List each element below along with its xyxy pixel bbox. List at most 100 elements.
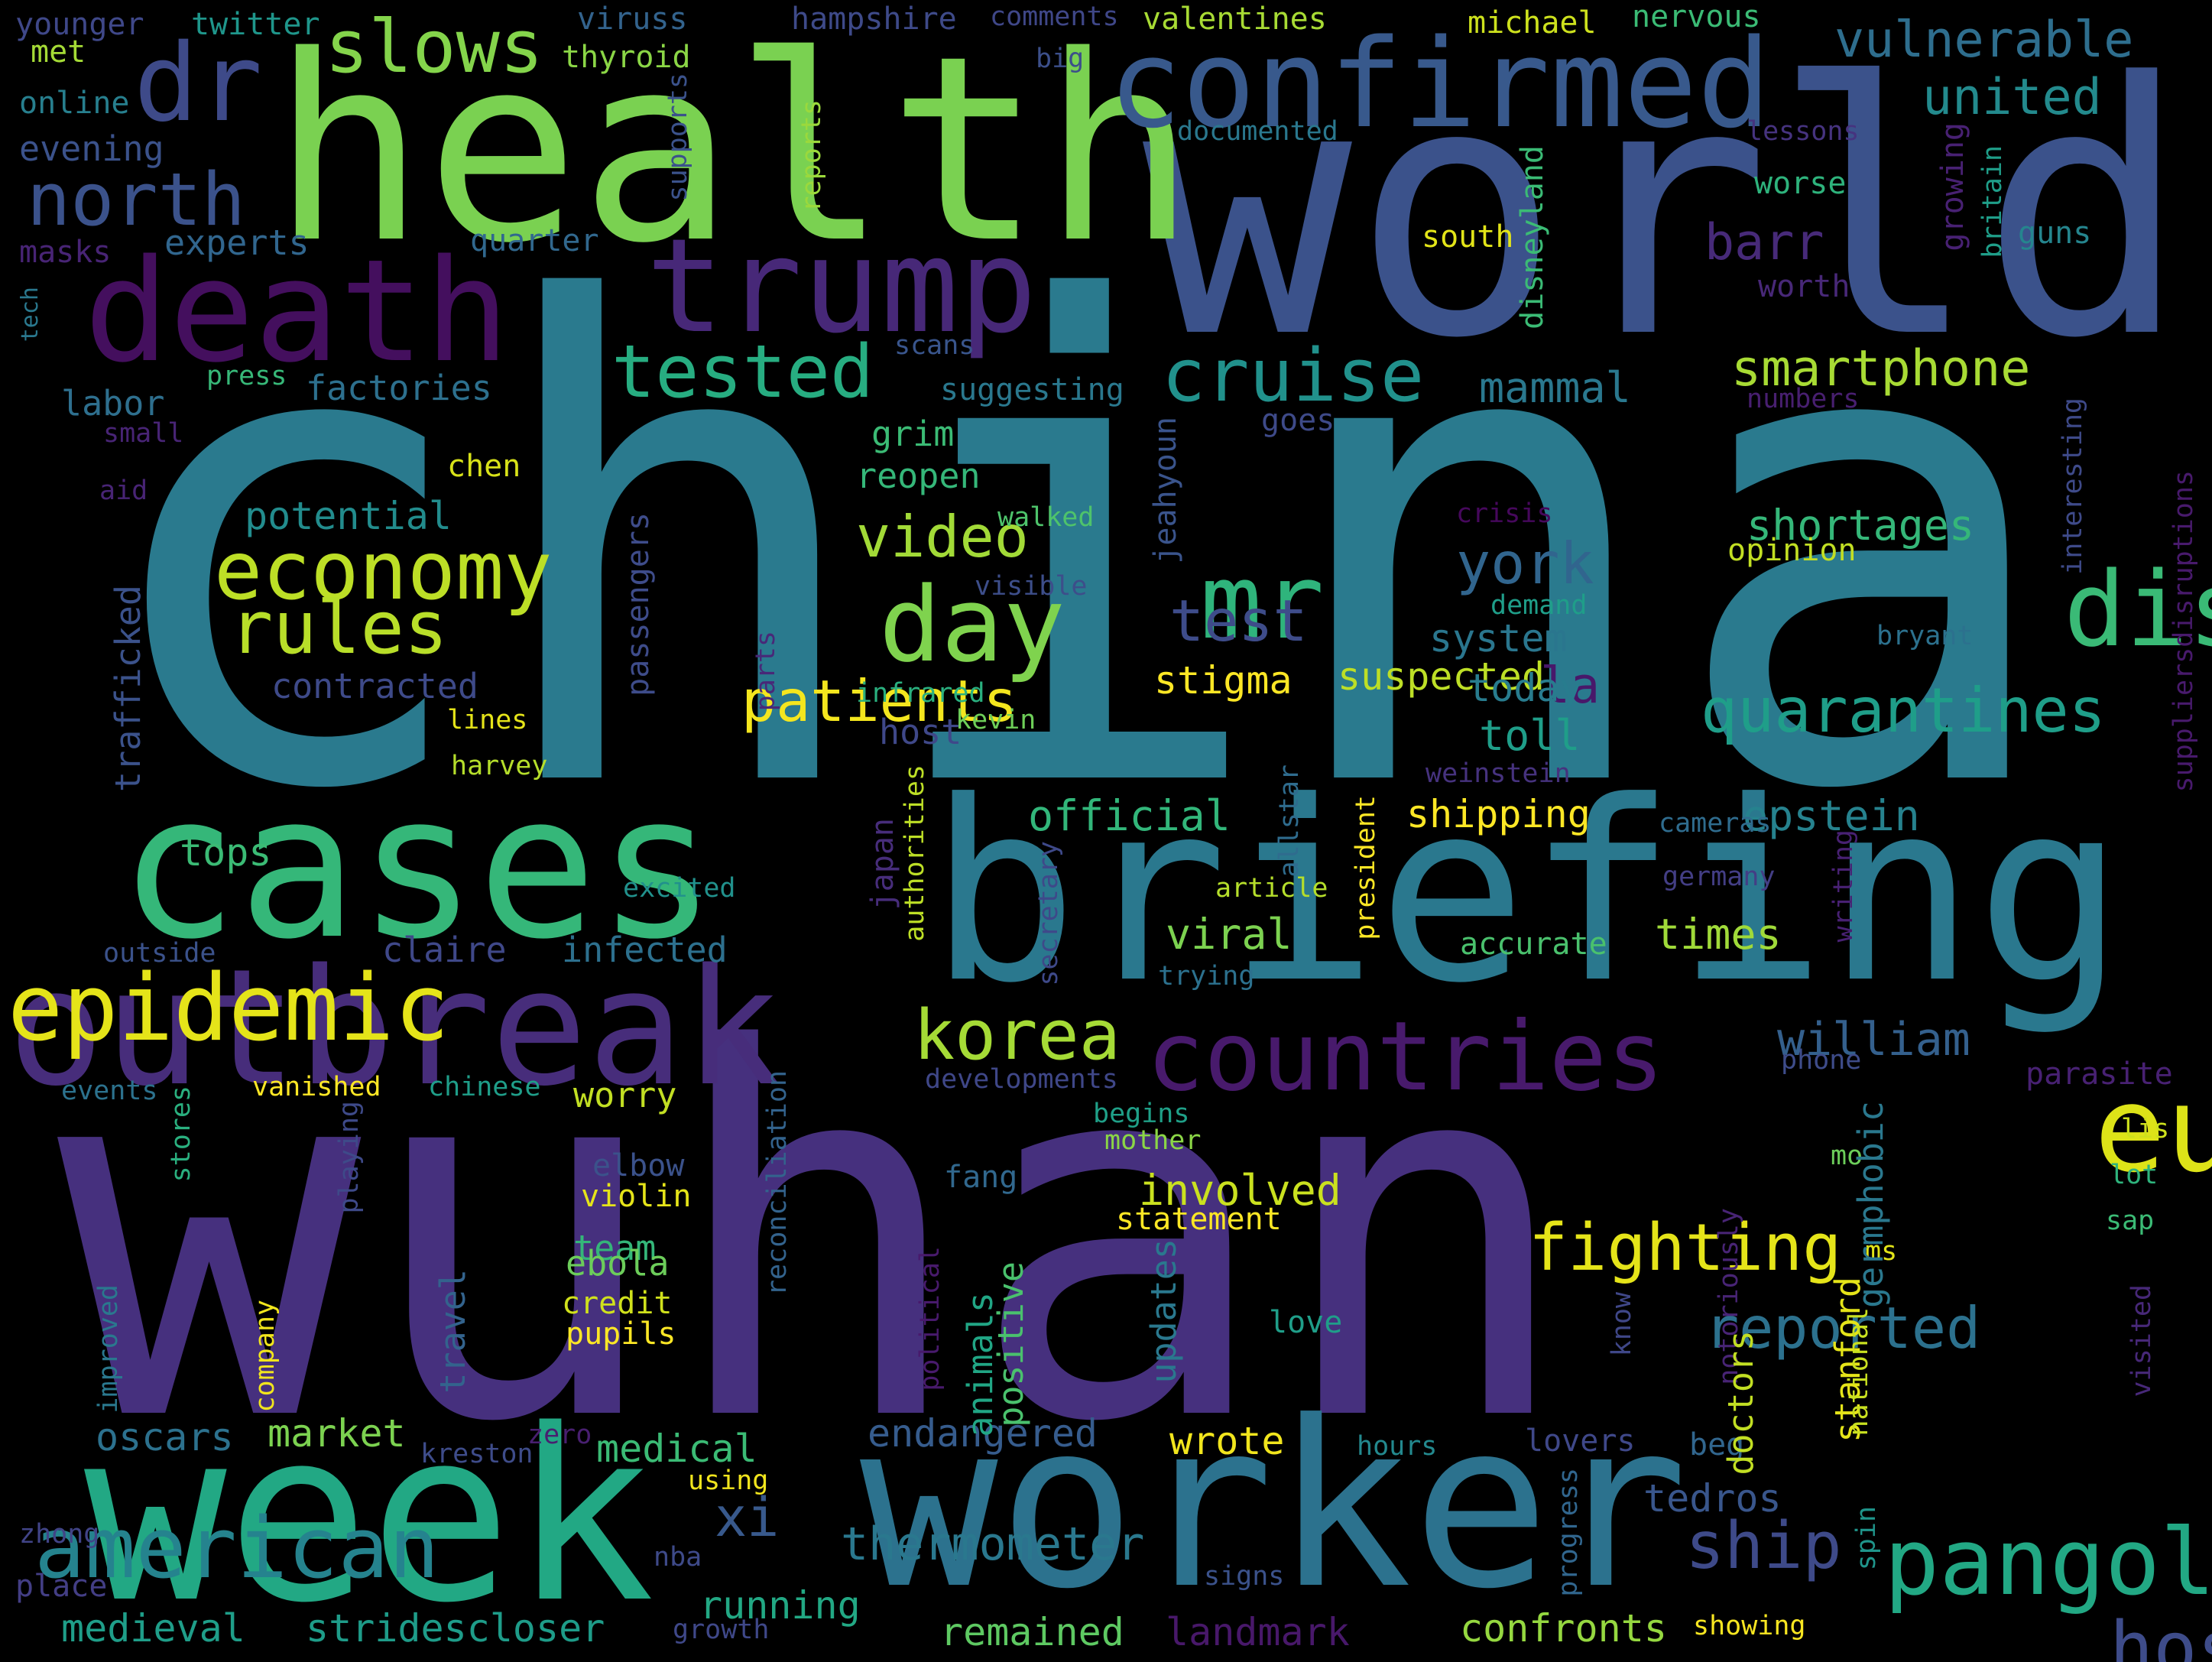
word-credit: credit [562, 1286, 673, 1321]
word-phone: phone [1781, 1045, 1862, 1076]
word-quarter: quarter [470, 223, 599, 258]
word-britain: britain [1977, 145, 2008, 258]
word-press: press [206, 361, 287, 391]
word-company: company [250, 1300, 281, 1413]
word-progress: progress [1553, 1468, 1584, 1597]
word-lessons: lessons [1747, 116, 1860, 147]
word-weinstein: weinstein [1425, 758, 1571, 789]
word-reports: reports [796, 99, 827, 213]
word-interesting: interesting [2058, 398, 2088, 575]
word-tech: tech [17, 287, 44, 342]
word-day: day [879, 565, 1065, 685]
word-korea: korea [913, 995, 1121, 1076]
word-events: events [61, 1076, 158, 1106]
word-patients: patients [741, 667, 1018, 735]
word-dr: dr [134, 21, 263, 146]
word-ship: ship [1685, 1508, 1842, 1584]
word-thyroid: thyroid [562, 40, 691, 75]
word-small: small [103, 418, 184, 449]
word-national: national [1844, 1307, 1874, 1436]
word-shortages: shortages [1747, 501, 1975, 550]
word-suggesting: suggesting [940, 372, 1124, 407]
word-signs: signs [1204, 1561, 1285, 1592]
word-medical: medical [596, 1427, 757, 1471]
word-infected: infected [562, 930, 728, 970]
word-oscars: oscars [96, 1415, 234, 1459]
word-epstein: epstein [1743, 791, 1920, 840]
word-outside: outside [103, 938, 216, 969]
word-lovers: lovers [1525, 1423, 1636, 1459]
word-guns: guns [2018, 216, 2092, 251]
word-toll: toll [1479, 711, 1581, 760]
word-germany: germany [1662, 862, 1776, 892]
word-michael: michael [1468, 5, 1597, 41]
word-growing: growing [1935, 122, 1970, 252]
word-improved: improved [93, 1284, 124, 1414]
word-quarantines: quarantines [1701, 675, 2106, 746]
word-place: place [15, 1569, 108, 1604]
word-walked: walked [997, 502, 1095, 533]
word-passengers: passengers [621, 512, 656, 696]
word-supports: supports [663, 73, 693, 202]
word-documented: documented [1177, 116, 1338, 147]
word-trying: trying [1158, 961, 1255, 992]
word-stigma: stigma [1154, 658, 1292, 703]
word-evening: evening [19, 128, 164, 169]
word-wuhan: wuhan [57, 944, 1576, 1532]
word-grim: grim [871, 414, 955, 454]
word-comments: comments [990, 2, 1119, 32]
word-tested: tested [611, 330, 874, 414]
word-team: team [573, 1228, 657, 1268]
word-pupils: pupils [566, 1316, 676, 1352]
word-health: health [271, 2, 1197, 300]
word-harvey: harvey [451, 751, 548, 781]
word-lot: lot [2110, 1160, 2158, 1190]
word-world: world [1143, 10, 2190, 414]
word-accurate: accurate [1460, 927, 1607, 962]
word-political: political [915, 1246, 945, 1391]
word-growth: growth [673, 1615, 770, 1645]
word-nba: nba [654, 1542, 702, 1573]
word-visited: visited [2126, 1284, 2157, 1397]
word-ms: ms [1865, 1236, 1898, 1267]
word-allstar: allstar [1274, 764, 1305, 878]
word-countries: countries [1147, 1001, 1665, 1112]
word-mammal: mammal [1479, 363, 1631, 412]
word-chinese: chinese [428, 1072, 541, 1102]
word-death: death [84, 229, 510, 394]
word-economy: economy [214, 524, 553, 618]
word-outbreak: outbreak [8, 934, 781, 1122]
word-slows: slows [325, 5, 543, 89]
word-europe: europe [2094, 1060, 2212, 1199]
word-host: host [879, 712, 962, 752]
word-mr: mr [1200, 542, 1325, 662]
word-smartphone: smartphone [1731, 340, 2031, 398]
word-mo: mo [1831, 1141, 1863, 1171]
word-disneyland: disneyland [1515, 145, 1550, 329]
word-confronts: confronts [1460, 1606, 1667, 1651]
word-involved: involved [1139, 1166, 1341, 1215]
word-official: official [1028, 791, 1231, 840]
word-kreston: kreston [420, 1439, 534, 1469]
word-potential: potential [245, 494, 452, 538]
word-reported: reported [1704, 1294, 1981, 1362]
word-younger: younger [15, 7, 144, 42]
word-nervous: nervous [1632, 0, 1761, 34]
word-visible: visible [975, 571, 1088, 602]
word-contracted: contracted [271, 666, 478, 706]
word-goes: goes [1261, 403, 1335, 438]
word-opinion: opinion [1727, 533, 1857, 568]
word-online: online [19, 86, 130, 121]
word-william: william [1777, 1013, 1970, 1066]
word-developments: developments [925, 1064, 1118, 1095]
word-wrote: wrote [1169, 1419, 1285, 1463]
word-kevin: kevin [955, 705, 1036, 735]
word-hours: hours [1357, 1431, 1438, 1462]
word-begins: begins [1093, 1099, 1190, 1129]
word-trafficked: trafficked [108, 585, 148, 792]
word-endangered: endangered [868, 1411, 1098, 1456]
word-worry: worry [573, 1075, 677, 1115]
word-pangolins: pangolins [1884, 1510, 2212, 1616]
word-tops: tops [180, 830, 272, 875]
